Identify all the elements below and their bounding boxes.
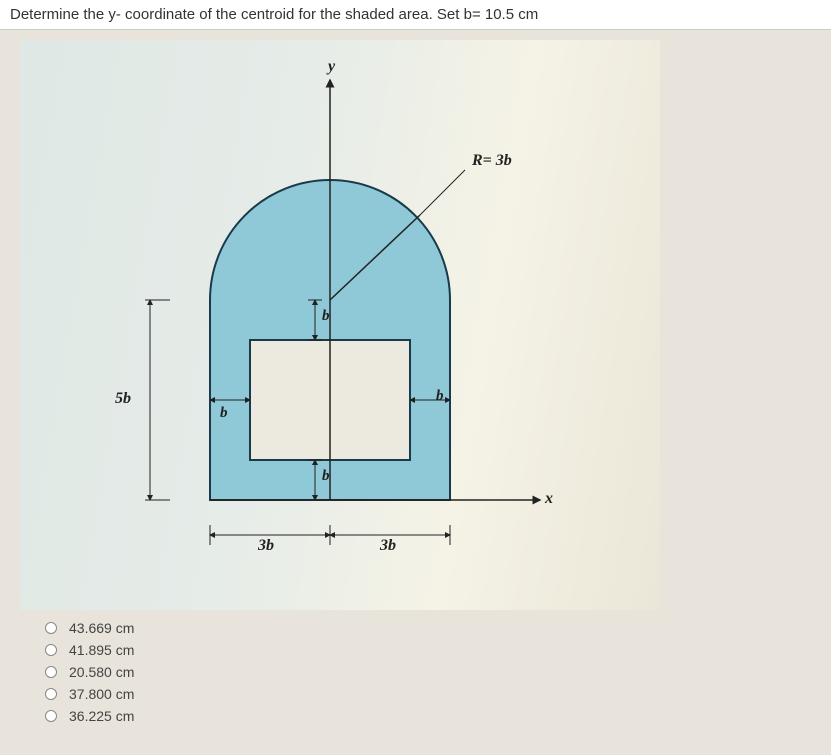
answer-text: 41.895 cm: [69, 642, 134, 658]
centroid-diagram: [120, 60, 580, 580]
inner-right-b: b: [436, 388, 444, 405]
answer-option-3[interactable]: 20.580 cm: [45, 664, 134, 680]
x-axis-label: x: [545, 490, 553, 508]
inner-bottom-b: b: [322, 468, 330, 485]
radius-label: R= 3b: [472, 152, 512, 170]
answer-option-5[interactable]: 36.225 cm: [45, 708, 134, 724]
inner-top-b: b: [322, 308, 330, 325]
question-text: Determine the y- coordinate of the centr…: [0, 0, 831, 30]
height-5b-label: 5b: [115, 390, 131, 408]
answer-text: 43.669 cm: [69, 620, 134, 636]
figure-container: y x R= 3b 5b b b b b 3b 3b: [20, 40, 660, 610]
radio-icon[interactable]: [45, 666, 57, 678]
answer-text: 37.800 cm: [69, 686, 134, 702]
answer-option-1[interactable]: 43.669 cm: [45, 620, 134, 636]
answer-options: 43.669 cm 41.895 cm 20.580 cm 37.800 cm …: [45, 620, 134, 730]
radio-icon[interactable]: [45, 710, 57, 722]
y-axis-label: y: [328, 58, 335, 76]
bottom-right-3b: 3b: [380, 537, 396, 555]
answer-option-2[interactable]: 41.895 cm: [45, 642, 134, 658]
inner-left-b: b: [220, 405, 228, 422]
radio-icon[interactable]: [45, 644, 57, 656]
answer-text: 36.225 cm: [69, 708, 134, 724]
radio-icon[interactable]: [45, 622, 57, 634]
radio-icon[interactable]: [45, 688, 57, 700]
bottom-left-3b: 3b: [258, 537, 274, 555]
answer-option-4[interactable]: 37.800 cm: [45, 686, 134, 702]
answer-text: 20.580 cm: [69, 664, 134, 680]
